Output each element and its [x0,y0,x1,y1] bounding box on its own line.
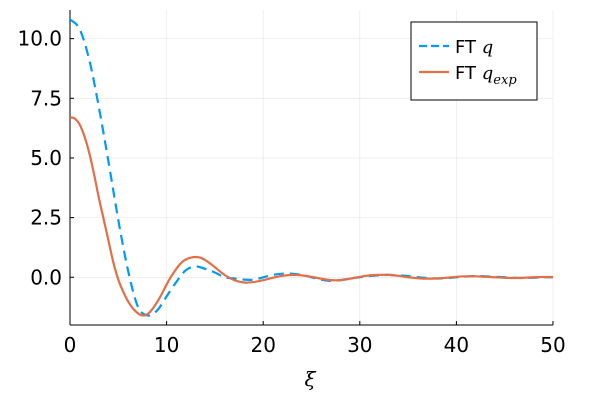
legend: FT q FT qexp [410,21,538,101]
y-tick-label: 10.0 [17,27,62,51]
axes-layer: 0 10 20 30 40 50 0.0 2.5 5.0 7.5 10.0 [17,10,566,357]
legend-label-1: FT q [455,37,493,58]
legend-box [410,21,538,101]
y-tick-label: 7.5 [30,86,62,110]
x-tick-label: 10 [154,333,179,357]
x-tick-label: 40 [444,333,469,357]
series-line-2 [70,116,553,317]
x-tick-label: 50 [540,333,565,357]
x-axis-label: ξ [304,367,316,391]
y-tick-label: 0.0 [30,265,62,289]
x-tick-label: 30 [347,333,372,357]
x-tick-label: 20 [250,333,275,357]
legend-label-2: FT qexp [455,63,517,88]
y-tick-label: 5.0 [30,146,62,170]
x-tick-label: 0 [64,333,77,357]
series-layer [70,18,553,317]
y-tick-label: 2.5 [30,206,62,230]
